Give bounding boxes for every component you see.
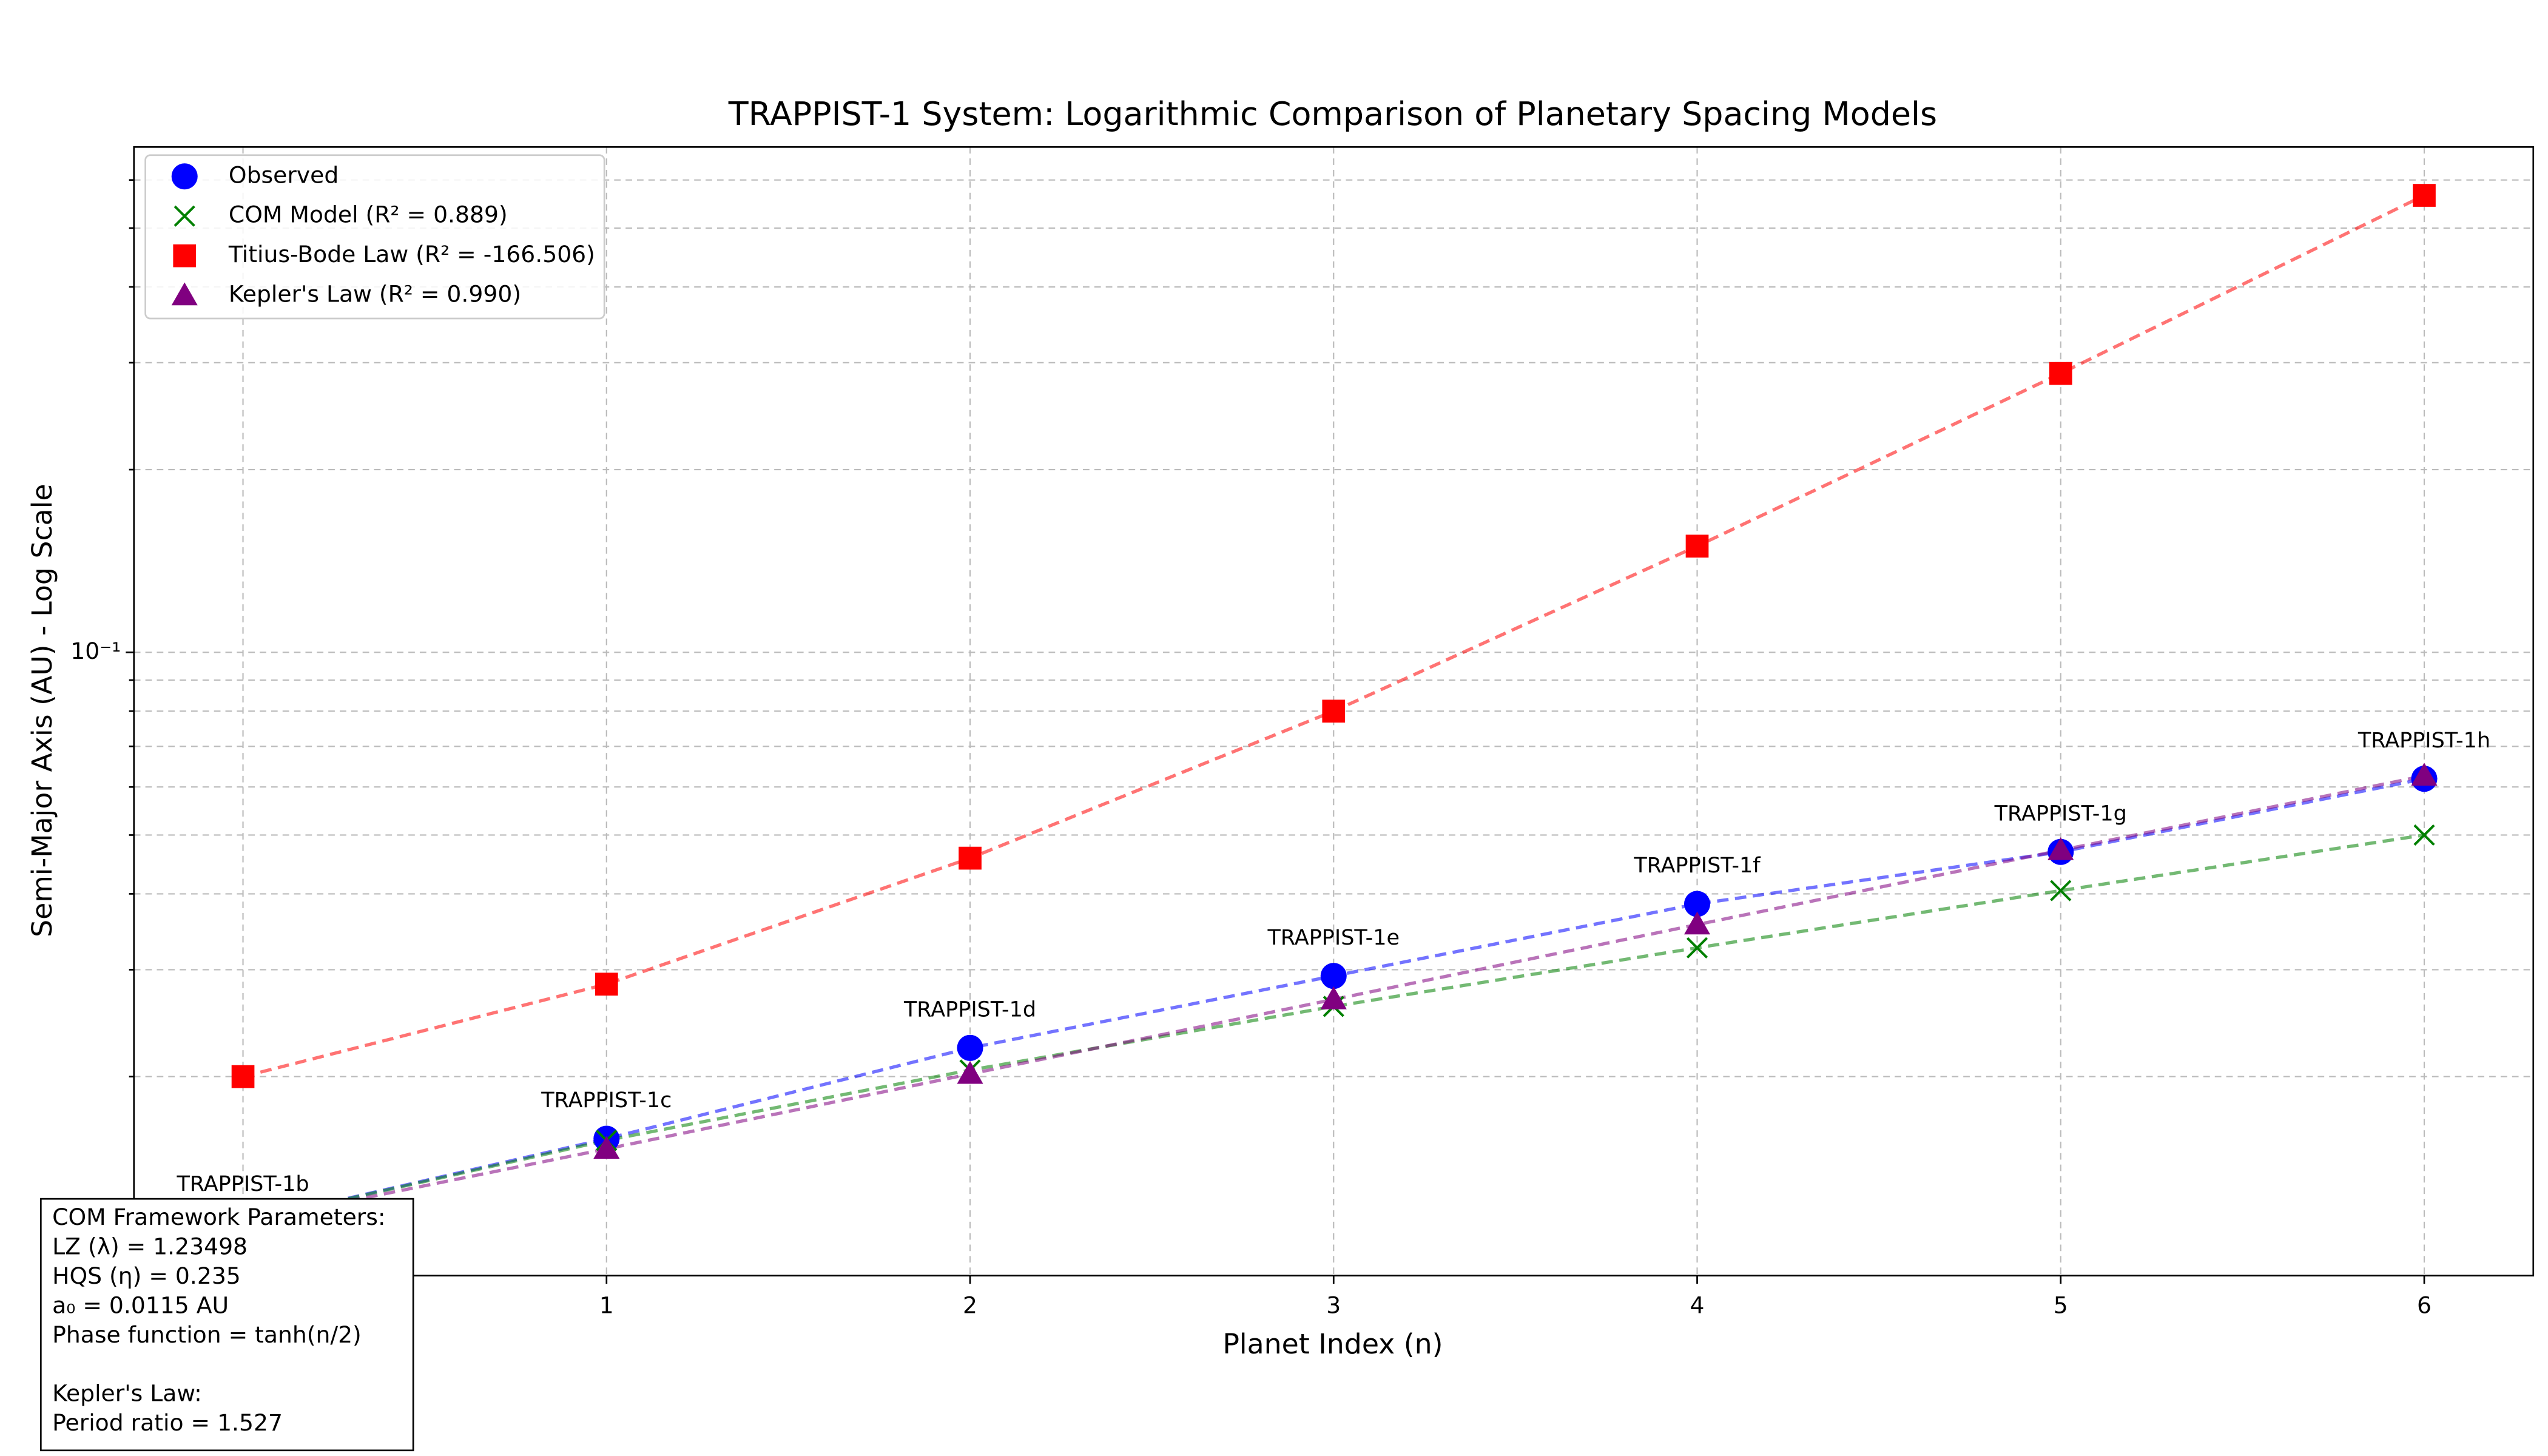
point-label: TRAPPIST-1g — [1994, 801, 2127, 826]
point — [957, 1034, 983, 1061]
legend-box — [144, 154, 605, 320]
point — [2048, 837, 2074, 860]
legend-label: Titius-Bode Law (R² = -166.506) — [228, 241, 595, 268]
point-label: TRAPPIST-1d — [903, 997, 1036, 1022]
x-tick-label: 5 — [2054, 1292, 2068, 1318]
parameters-line: LZ (λ) = 1.23498 — [52, 1233, 248, 1259]
point — [595, 972, 618, 996]
point-label: TRAPPIST-1h — [2358, 729, 2490, 753]
chart-title: TRAPPIST-1 System: Logarithmic Compariso… — [728, 95, 1937, 133]
point — [2049, 362, 2072, 385]
point — [1320, 986, 1347, 1009]
legend-label: Observed — [229, 161, 339, 188]
point-label: TRAPPIST-1e — [1267, 926, 1400, 950]
parameters-line: COM Framework Parameters: — [52, 1204, 386, 1230]
parameters-line: Kepler's Law: — [52, 1380, 202, 1407]
point — [231, 1065, 255, 1088]
point — [2413, 824, 2435, 846]
legend-marker — [171, 282, 198, 306]
parameters-box: COM Framework Parameters: LZ (λ) = 1.2349… — [39, 1198, 414, 1452]
legend: Observed COM Model (R² = 0.889) Titius-Bod… — [144, 154, 605, 320]
parameters-line: HQS (η) = 0.235 — [52, 1262, 241, 1289]
point-label: TRAPPIST-1c — [541, 1088, 672, 1113]
point — [1686, 937, 1708, 959]
legend-marker — [171, 163, 198, 190]
legend-label: COM Model (R² = 0.889) — [229, 201, 508, 228]
parameters-line: Period ratio = 1.527 — [52, 1409, 283, 1436]
point — [2411, 763, 2438, 786]
point — [1322, 699, 1346, 723]
parameters-frame — [39, 1198, 414, 1452]
y-tick-label: 10⁻¹ — [70, 638, 121, 664]
point-label: TRAPPIST-1b — [176, 1172, 309, 1196]
x-axis-label: Planet Index (n) — [1222, 1328, 1443, 1360]
x-tick-label: 4 — [1690, 1292, 1705, 1318]
point — [593, 1136, 620, 1159]
x-tick-label: 6 — [2417, 1292, 2432, 1318]
legend-marker — [173, 244, 197, 268]
x-tick-label: 2 — [963, 1292, 977, 1318]
legend-marker — [174, 205, 195, 227]
point — [2413, 184, 2436, 207]
point-label: TRAPPIST-1f — [1633, 854, 1761, 878]
point — [2050, 880, 2072, 902]
point — [1320, 963, 1347, 989]
point — [1684, 891, 1711, 917]
x-tick-label: 3 — [1326, 1292, 1341, 1318]
point — [1684, 911, 1711, 935]
parameters-line: Phase function = tanh(n/2) — [52, 1321, 362, 1348]
y-axis-label: Semi-Major Axis (AU) - Log Scale — [26, 484, 58, 937]
point — [1685, 534, 1709, 558]
legend-label: Kepler's Law (R² = 0.990) — [229, 281, 521, 308]
parameters-line: a₀ = 0.0115 AU — [52, 1292, 229, 1318]
x-tick-label: 1 — [599, 1292, 614, 1318]
point — [957, 1060, 983, 1084]
point — [959, 846, 982, 870]
plot-frame — [133, 146, 2535, 1277]
